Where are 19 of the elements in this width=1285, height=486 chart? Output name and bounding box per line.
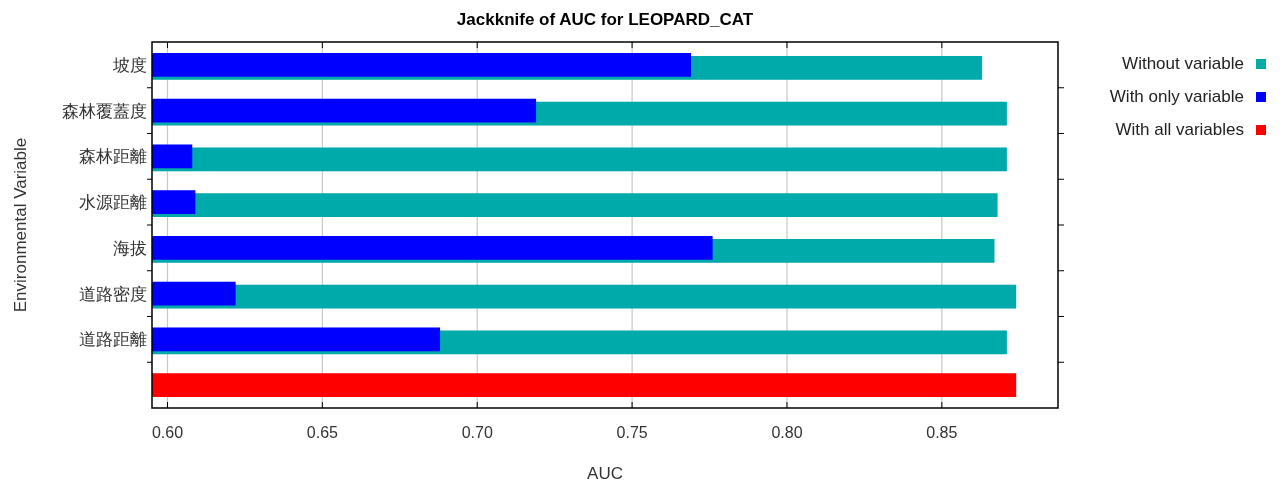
y-tick-label: 道路距離: [79, 330, 147, 350]
y-axis-title: Environmental Variable: [11, 137, 30, 313]
y-tick-label: 坡度: [112, 55, 147, 75]
legend-label: With all variables: [1115, 120, 1244, 139]
chart-title: Jackknife of AUC for LEOPARD_CAT: [456, 10, 754, 29]
x-tick-label: 0.70: [461, 424, 493, 441]
y-tick-label: 海拔: [113, 238, 147, 258]
legend-label: With only variable: [1109, 87, 1244, 106]
x-tick-label: 0.75: [616, 424, 648, 441]
x-tick-label: 0.65: [306, 424, 339, 441]
y-tick-label: 道路密度: [79, 284, 147, 304]
y-tick-label: 森林覆蓋度: [62, 101, 147, 121]
legend-label: Without variable: [1122, 54, 1244, 73]
x-axis-title: AUC: [587, 464, 623, 483]
x-tick-label: 0.85: [926, 424, 958, 441]
y-tick-label: 森林距離: [79, 147, 147, 167]
x-tick-label: 0.80: [771, 424, 803, 441]
x-tick-label: 0.60: [151, 424, 184, 441]
y-tick-label: 水源距離: [79, 193, 147, 213]
